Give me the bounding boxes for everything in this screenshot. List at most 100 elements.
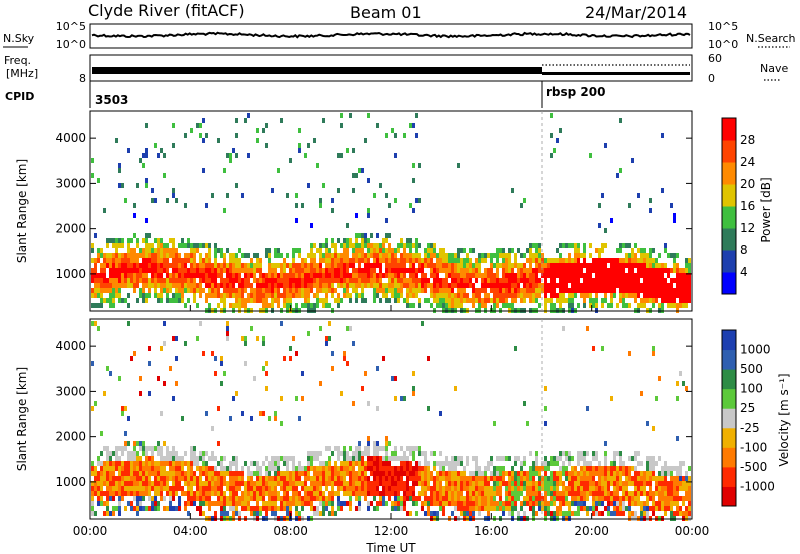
velocity-cell [106,456,109,461]
velocity-cell [562,471,565,476]
power-cell [343,273,346,278]
power-cell [244,268,247,273]
power-cell [517,268,520,273]
power-cell [637,283,640,288]
velocity-cell [283,476,286,481]
velocity-cell [193,446,196,451]
colorbar-tick-label: 8 [740,243,748,257]
power-cell [118,293,121,298]
power-cell [430,268,433,273]
power-cell [229,153,232,158]
velocity-cell [661,491,664,496]
velocity-cell [430,501,433,506]
velocity-cell [643,506,646,511]
power-cell [325,263,328,268]
power-cell [115,243,118,248]
nsearch-label: N.Search [746,32,796,45]
power-cell [658,288,661,293]
velocity-cell [229,491,232,496]
velocity-cell [121,461,124,466]
power-cell [328,253,331,258]
velocity-cell [538,471,541,476]
power-cell [598,258,601,263]
power-cell [187,273,190,278]
power-cell [406,283,409,288]
power-cell [148,258,151,263]
power-cell [112,258,115,263]
power-cell [103,298,106,303]
velocity-cell [331,366,334,371]
velocity-cell [106,491,109,496]
velocity-cell [406,476,409,481]
power-cell [130,283,133,288]
velocity-cell [688,491,691,496]
velocity-cell [169,451,172,456]
velocity-cell [148,461,151,466]
power-cell [526,293,529,298]
velocity-cell [538,481,541,486]
power-cell [217,263,220,268]
power-cell [343,243,346,248]
power-cell [613,258,616,263]
velocity-cell [649,486,652,491]
power-cell [565,243,568,248]
power-cell [361,238,364,243]
power-cell [619,293,622,298]
velocity-cell [658,376,661,381]
power-cell [487,268,490,273]
power-cell [667,268,670,273]
power-cell [316,273,319,278]
velocity-cell [313,456,316,461]
velocity-cell [109,481,112,486]
power-cell [154,268,157,273]
power-cell [568,273,571,278]
power-cell [643,293,646,298]
power-cell [448,293,451,298]
power-cell [460,258,463,263]
power-cell [172,293,175,298]
power-cell [391,128,394,133]
power-cell [562,258,565,263]
power-cell [283,258,286,263]
power-cell [175,198,178,203]
power-cell [142,253,145,258]
power-cell [346,293,349,298]
power-cell [316,163,319,168]
power-cell [130,258,133,263]
velocity-cell [670,471,673,476]
power-cell [364,268,367,273]
power-cell [454,293,457,298]
velocity-cell [280,501,283,506]
velocity-cell [376,486,379,491]
velocity-cell [523,476,526,481]
power-cell [430,243,433,248]
velocity-cell [370,471,373,476]
velocity-cell [403,451,406,456]
power-cell [460,248,463,253]
power-cell [409,243,412,248]
power-cell [118,288,121,293]
power-cell [148,248,151,253]
colorbar-segment [722,447,736,468]
velocity-cell [280,486,283,491]
velocity-cell [574,491,577,496]
velocity-cell [442,496,445,501]
velocity-cell [493,476,496,481]
velocity-cell [526,486,529,491]
power-cell [631,258,634,263]
power-cell [586,278,589,283]
velocity-cell [187,511,190,516]
velocity-cell [352,486,355,491]
velocity-cell [193,501,196,506]
velocity-cell [301,471,304,476]
velocity-cell [181,491,184,496]
power-cell [295,288,298,293]
power-cell [634,253,637,258]
velocity-cell [214,466,217,471]
velocity-cell [532,486,535,491]
velocity-cell [172,336,175,341]
velocity-cell [535,471,538,476]
power-cell [157,153,160,158]
power-cell [184,243,187,248]
power-cell [151,268,154,273]
